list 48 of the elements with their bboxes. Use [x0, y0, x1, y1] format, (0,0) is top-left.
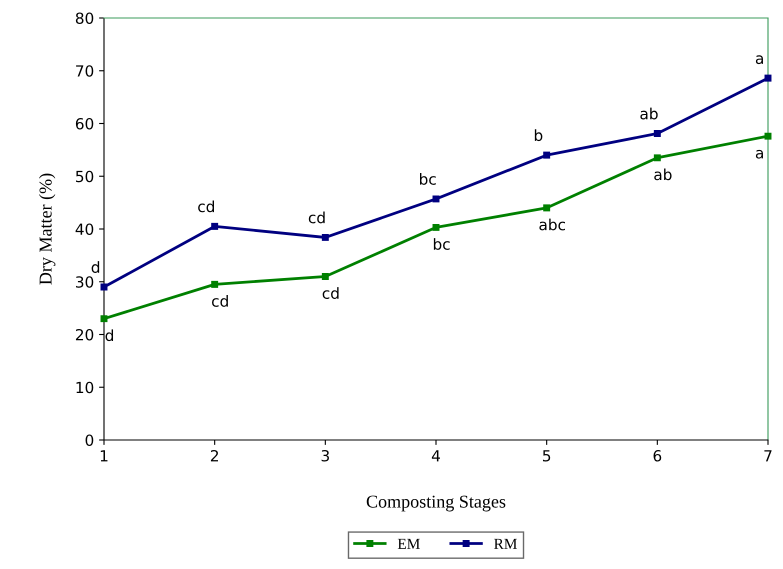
point — [543, 204, 550, 212]
x-tick-label: 7 — [764, 450, 772, 462]
annotation: abc — [539, 218, 566, 230]
point — [432, 224, 440, 231]
y-axis-title: Dry Matter (%) — [38, 174, 56, 285]
point — [543, 152, 550, 159]
annotation: cd — [198, 200, 214, 212]
point — [322, 273, 329, 280]
legend-label: RM — [494, 538, 517, 549]
point — [211, 280, 218, 288]
y-tick-label: 0 — [86, 434, 94, 446]
y-tick-label: 50 — [76, 170, 94, 182]
x-tick-label: 3 — [322, 450, 329, 462]
x-tick-label: 6 — [654, 450, 662, 462]
annotation: cd — [322, 287, 339, 299]
point — [432, 195, 440, 202]
y-tick-label: 10 — [76, 382, 94, 394]
y-tick-label: 70 — [76, 65, 94, 77]
x-tick-label: 2 — [210, 450, 218, 462]
legend-label: EM — [398, 538, 420, 549]
annotation: ab — [654, 168, 672, 180]
y-tick-label: 20 — [76, 328, 94, 341]
point — [100, 315, 108, 322]
point — [654, 154, 661, 162]
annotation: d — [106, 329, 114, 342]
point — [654, 130, 661, 137]
y-tick-label: 80 — [76, 12, 94, 24]
x-tick-label: 1 — [100, 450, 108, 462]
x-tick-label: 5 — [542, 450, 550, 462]
y-tick-label: 30 — [76, 276, 94, 288]
point — [100, 284, 108, 290]
point — [211, 222, 218, 230]
annotation: a — [756, 55, 763, 64]
annotation: b — [534, 129, 542, 142]
point — [322, 234, 329, 241]
annotation: bc — [420, 173, 436, 185]
annotation: bc — [434, 238, 450, 250]
annotation: d — [92, 261, 100, 273]
annotation: ab — [640, 108, 658, 120]
y-tick-label: 60 — [76, 118, 94, 130]
y-tick-label: 40 — [76, 223, 94, 236]
x-axis-title: Composting Stages — [366, 496, 506, 512]
annotation: cd — [308, 212, 325, 224]
point — [764, 74, 772, 82]
point — [764, 132, 772, 140]
annotation: a — [756, 150, 763, 159]
x-tick-label: 4 — [432, 450, 440, 462]
annotation: cd — [212, 295, 228, 307]
